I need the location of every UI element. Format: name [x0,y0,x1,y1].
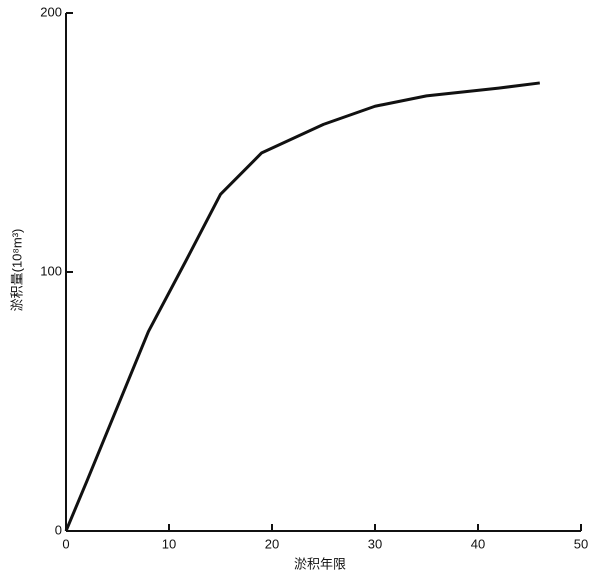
x-tick-label: 10 [162,536,176,551]
x-tick-label: 0 [62,536,69,551]
y-tick-label: 100 [40,263,62,278]
y-tick-label: 200 [40,4,62,19]
data-line [64,81,540,532]
y-axis-label: 淤积量(10⁸m³) [9,229,24,312]
y-tick-label: 0 [55,522,62,537]
x-tick-label: 20 [265,536,279,551]
x-tick-label: 30 [368,536,382,551]
x-tick-label: 50 [574,536,588,551]
x-tick-label: 40 [471,536,485,551]
x-axis-label: 淤积年限 [294,556,346,571]
